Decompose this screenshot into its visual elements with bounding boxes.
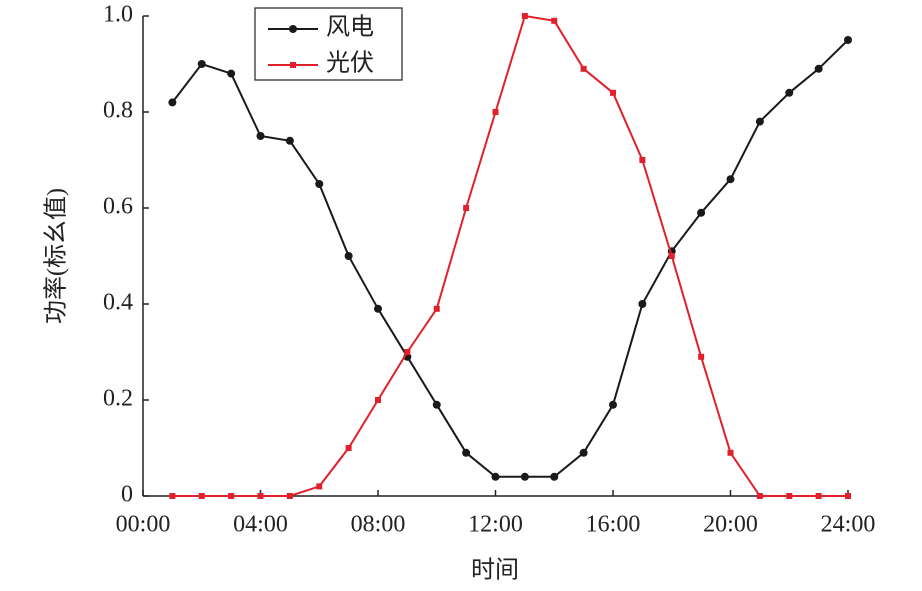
data-point <box>227 69 236 78</box>
legend-label: 光伏 <box>326 50 374 77</box>
y-tick-label: 0.6 <box>103 194 133 220</box>
x-tick-label: 20:00 <box>703 512 758 538</box>
x-tick-label: 08:00 <box>351 512 406 538</box>
y-tick-label: 0.8 <box>103 98 133 124</box>
data-point <box>786 493 793 499</box>
data-point <box>433 305 440 312</box>
y-axis-label: 功率(标幺值) <box>43 188 70 324</box>
data-point <box>697 208 706 217</box>
data-point <box>492 109 499 115</box>
data-point <box>168 98 177 107</box>
data-point <box>756 493 763 499</box>
data-point <box>491 472 500 481</box>
data-point <box>197 60 206 68</box>
x-tick-label: 16:00 <box>586 512 641 538</box>
data-point <box>845 493 851 499</box>
data-point <box>375 397 381 403</box>
data-point <box>550 472 559 481</box>
data-point <box>726 175 735 184</box>
data-point <box>462 448 471 457</box>
y-tick-label: 1.0 <box>103 2 133 28</box>
data-point <box>638 300 647 308</box>
data-point <box>432 400 441 409</box>
legend-label: 风电 <box>326 14 374 41</box>
data-point <box>198 493 205 499</box>
data-point <box>404 349 411 355</box>
data-point <box>285 136 294 145</box>
data-point <box>344 252 353 260</box>
data-point <box>374 304 382 313</box>
data-point <box>257 493 264 499</box>
data-point <box>228 493 235 499</box>
x-tick-label: 12:00 <box>468 512 523 538</box>
data-point <box>579 448 588 457</box>
data-point <box>610 89 616 96</box>
legend-marker <box>290 62 296 68</box>
x-tick-label: 04:00 <box>233 512 288 538</box>
data-point <box>844 36 852 44</box>
data-point <box>785 88 794 97</box>
series-line <box>171 39 849 478</box>
data-point <box>580 65 587 72</box>
data-point <box>814 64 823 73</box>
data-point <box>315 180 324 188</box>
y-tick-label: 0 <box>121 482 133 508</box>
data-point <box>256 132 265 140</box>
y-tick-label: 0.4 <box>103 290 133 316</box>
data-point <box>639 157 646 163</box>
x-axis-label: 时间 <box>471 557 519 584</box>
data-point <box>609 400 617 409</box>
data-point <box>551 17 558 24</box>
data-point <box>727 449 734 456</box>
series-line <box>172 14 848 497</box>
legend-marker <box>289 25 297 33</box>
data-point <box>169 493 176 499</box>
data-point <box>286 493 293 499</box>
legend-box <box>254 7 403 81</box>
data-point <box>668 253 675 259</box>
data-point <box>345 445 352 451</box>
data-point <box>463 205 470 211</box>
y-tick-label: 0.2 <box>103 386 133 412</box>
x-tick-label: 24:00 <box>821 512 876 538</box>
data-point <box>815 493 822 499</box>
data-point <box>520 472 529 481</box>
x-tick-label: 00:00 <box>116 512 171 538</box>
data-point <box>316 483 323 490</box>
data-point <box>755 117 764 126</box>
data-point <box>698 353 705 360</box>
data-point <box>521 13 528 19</box>
